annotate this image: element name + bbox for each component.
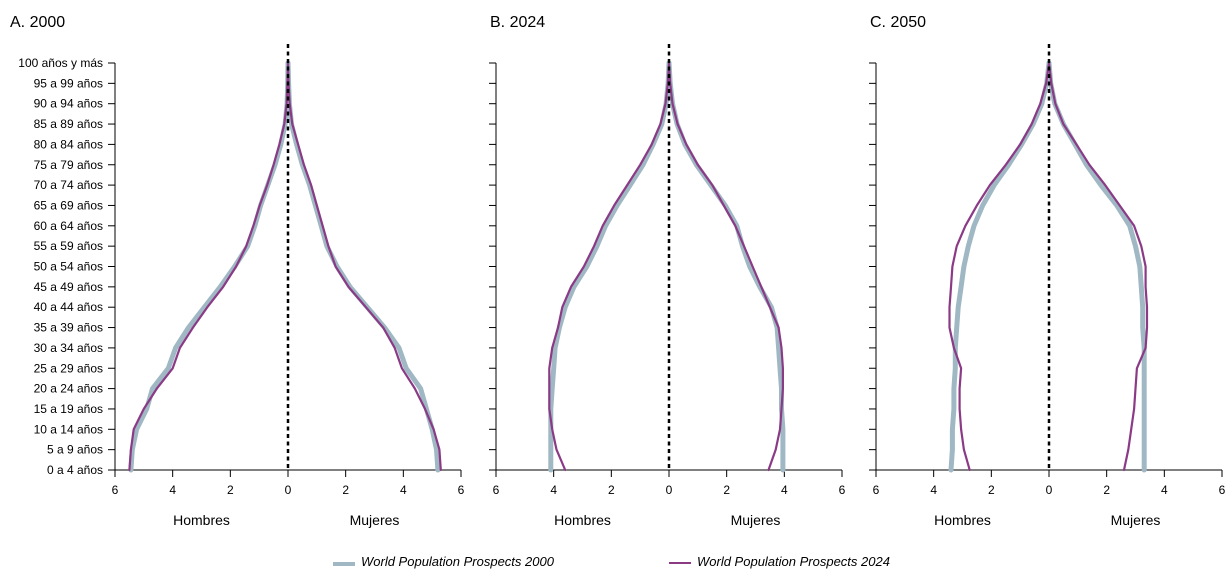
x-tick-label: 6 (873, 483, 880, 497)
y-tick-label: 65 a 69 años (34, 198, 103, 212)
x-tick-label: 4 (781, 483, 788, 497)
legend-label-wpp2024: World Population Prospects 2024 (697, 554, 890, 569)
x-tick-label: 4 (400, 483, 407, 497)
x-tick-label: 4 (169, 483, 176, 497)
x-tick-label: 6 (112, 483, 119, 497)
x-label-mujeres: Mujeres (731, 512, 781, 528)
y-tick-label: 40 a 44 años (34, 300, 103, 314)
x-tick-label: 4 (930, 483, 937, 497)
y-tick-label: 85 a 89 años (34, 117, 103, 131)
y-tick-label: 20 a 24 años (34, 382, 103, 396)
x-tick-label: 6 (1219, 483, 1225, 497)
x-tick-label: 2 (1103, 483, 1110, 497)
y-tick-label: 15 a 19 años (34, 402, 103, 416)
x-label-hombres: Hombres (554, 512, 611, 528)
series-line-women-wpp2000 (666, 60, 786, 473)
series-line-men-wpp2000 (548, 60, 672, 473)
series-line-men-wpp2024 (548, 61, 671, 472)
series-line-women-wpp2024 (667, 61, 784, 472)
panel-title: B. 2024 (490, 14, 545, 31)
x-tick-label: 0 (666, 483, 673, 497)
y-tick-label: 50 a 54 años (34, 260, 103, 274)
x-tick-label: 4 (550, 483, 557, 497)
series-line-men-wpp2000 (948, 60, 1052, 473)
y-tick-label: 0 a 4 años (47, 463, 103, 477)
x-tick-label: 0 (285, 483, 292, 497)
x-tick-label: 0 (1046, 483, 1053, 497)
legend-swatch-wpp2000 (333, 562, 355, 566)
y-tick-label: 25 a 29 años (34, 361, 103, 375)
y-tick-label: 60 a 64 años (34, 219, 103, 233)
legend-item-wpp2024: World Population Prospects 2024 (669, 554, 890, 569)
panel-title: C. 2050 (870, 14, 926, 31)
x-label-hombres: Hombres (173, 512, 230, 528)
x-tick-label: 6 (458, 483, 465, 497)
legend-label-wpp2000: World Population Prospects 2000 (361, 554, 554, 569)
y-tick-label: 45 a 49 años (34, 280, 103, 294)
series-line-women-wpp2024 (286, 61, 442, 472)
y-tick-label: 80 a 84 años (34, 137, 103, 151)
x-tick-label: 4 (1161, 483, 1168, 497)
legend-item-wpp2000: World Population Prospects 2000 (333, 554, 554, 569)
legend-swatch-wpp2024 (669, 562, 691, 564)
y-tick-label: 70 a 74 años (34, 178, 103, 192)
y-tick-label: 10 a 14 años (34, 422, 103, 436)
population-pyramid-chart: A. 2000 0 a 4 años 5 a 9 años 10 a 14 años 1… (10, 14, 1225, 528)
x-tick-label: 2 (227, 483, 234, 497)
y-tick-label: 35 a 39 años (34, 321, 103, 335)
y-tick-label: 90 a 94 años (34, 97, 103, 111)
x-tick-label: 6 (839, 483, 846, 497)
series-line-men-wpp2024 (948, 61, 1051, 472)
legend: World Population Prospects 2000 World Po… (0, 554, 1225, 572)
x-label-hombres: Hombres (934, 512, 991, 528)
y-tick-label: 100 años y más (18, 56, 103, 70)
y-tick-label: 75 a 79 años (34, 158, 103, 172)
x-tick-label: 2 (988, 483, 995, 497)
series-line-men-wpp2000 (128, 60, 291, 473)
panel-title: A. 2000 (10, 14, 65, 31)
y-tick-label: 5 a 9 años (47, 443, 103, 457)
x-tick-label: 6 (493, 483, 500, 497)
x-tick-label: 2 (723, 483, 730, 497)
y-tick-label: 55 a 59 años (34, 239, 103, 253)
y-tick-label: 30 a 34 años (34, 341, 103, 355)
x-tick-label: 2 (608, 483, 615, 497)
y-tick-label: 95 a 99 años (34, 76, 103, 90)
x-label-mujeres: Mujeres (350, 512, 400, 528)
x-label-mujeres: Mujeres (1111, 512, 1161, 528)
x-tick-label: 2 (342, 483, 349, 497)
series-line-women-wpp2000 (285, 60, 441, 473)
series-line-women-wpp2024 (1047, 61, 1149, 472)
series-line-men-wpp2024 (128, 61, 290, 472)
